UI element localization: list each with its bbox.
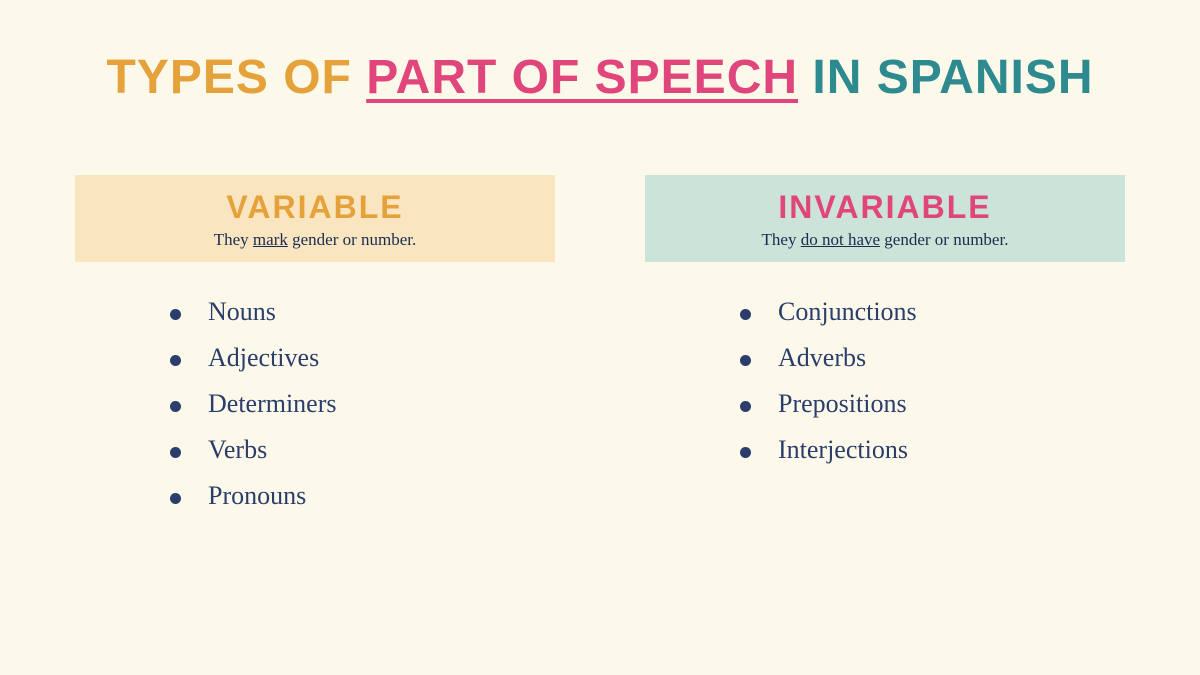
list-item: Interjections	[740, 435, 1125, 465]
variable-header-title: VARIABLE	[95, 189, 535, 226]
invariable-header-subtitle: They do not have gender or number.	[665, 230, 1105, 250]
variable-sub-underlined: mark	[253, 230, 288, 249]
columns-container: VARIABLE They mark gender or number. Nou…	[70, 175, 1130, 527]
list-item: Prepositions	[740, 389, 1125, 419]
title-seg-3: IN SPANISH	[798, 51, 1093, 104]
invariable-sub-underlined: do not have	[801, 230, 880, 249]
invariable-sub-post: gender or number.	[880, 230, 1008, 249]
list-item: Verbs	[170, 435, 555, 465]
column-variable: VARIABLE They mark gender or number. Nou…	[75, 175, 555, 527]
invariable-list: Conjunctions Adverbs Prepositions Interj…	[645, 297, 1125, 465]
variable-list: Nouns Adjectives Determiners Verbs Prono…	[75, 297, 555, 511]
invariable-header-box: INVARIABLE They do not have gender or nu…	[645, 175, 1125, 262]
variable-header-box: VARIABLE They mark gender or number.	[75, 175, 555, 262]
invariable-header-title: INVARIABLE	[665, 189, 1105, 226]
variable-sub-pre: They	[214, 230, 253, 249]
list-item: Determiners	[170, 389, 555, 419]
page-title: TYPES OF PART OF SPEECH IN SPANISH	[70, 50, 1130, 105]
list-item: Adverbs	[740, 343, 1125, 373]
title-seg-1: TYPES OF	[106, 51, 366, 104]
list-item: Conjunctions	[740, 297, 1125, 327]
list-item: Nouns	[170, 297, 555, 327]
list-item: Adjectives	[170, 343, 555, 373]
column-invariable: INVARIABLE They do not have gender or nu…	[645, 175, 1125, 527]
variable-header-subtitle: They mark gender or number.	[95, 230, 535, 250]
invariable-sub-pre: They	[762, 230, 801, 249]
list-item: Pronouns	[170, 481, 555, 511]
title-seg-2-underlined: PART OF SPEECH	[366, 51, 798, 104]
variable-sub-post: gender or number.	[288, 230, 416, 249]
